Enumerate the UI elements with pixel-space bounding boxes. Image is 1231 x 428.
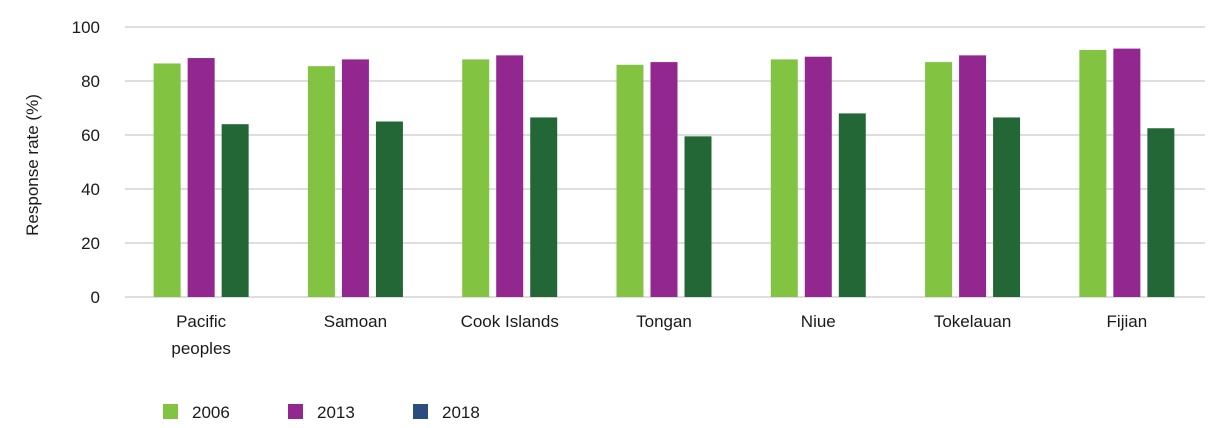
bar-2006-tokelauan (925, 62, 953, 297)
bar-2018-fijian (1147, 128, 1175, 297)
bar-2018-tongan (684, 136, 712, 297)
y-tick-label: 0 (91, 288, 100, 307)
bar-2013-fijian (1113, 48, 1141, 297)
y-tick-label: 60 (81, 126, 100, 145)
y-tick-label: 40 (81, 180, 100, 199)
bar-2006-niue (770, 59, 798, 298)
bar-2013-tokelauan (959, 55, 987, 297)
bar-2006-tongan (616, 64, 644, 297)
legend: 2006 2013 2018 (163, 403, 480, 422)
x-tick-label: Tokelauan (934, 312, 1012, 331)
x-tick-label: peoples (171, 339, 231, 358)
bar-2013-tongan (650, 62, 678, 297)
bar-2018-cook-islands (530, 117, 558, 297)
bar-2013-pacific-peoples (187, 58, 215, 297)
bar-2018-niue (838, 113, 866, 298)
legend-swatch-2018 (413, 404, 428, 419)
x-tick-label: Samoan (324, 312, 387, 331)
legend-label-2013: 2013 (317, 403, 355, 422)
bar-2006-samoan (307, 66, 335, 298)
x-axis-ticks: Pacific peoples Samoan Cook Islands Tongan Ni… (171, 312, 1147, 358)
legend-label-2006: 2006 (192, 403, 230, 422)
legend-swatch-2013 (288, 404, 303, 419)
bar-2018-tokelauan (993, 117, 1021, 297)
bar-2018-samoan (375, 121, 403, 297)
legend-label-2018: 2018 (442, 403, 480, 422)
bar-2013-samoan (341, 59, 369, 298)
y-tick-label: 100 (72, 18, 100, 37)
x-tick-label: Cook Islands (461, 312, 559, 331)
x-tick-label: Tongan (636, 312, 692, 331)
legend-swatch-2006 (163, 404, 178, 419)
x-tick-label: Fijian (1107, 312, 1148, 331)
bar-2006-pacific-peoples (153, 63, 181, 298)
y-tick-label: 80 (81, 72, 100, 91)
bar-2018-pacific-peoples (221, 124, 249, 297)
bar-2006-fijian (1079, 49, 1107, 298)
bar-2013-niue (804, 56, 832, 298)
y-tick-label: 20 (81, 234, 100, 253)
bar-2013-cook-islands (496, 55, 524, 297)
bars (153, 48, 1175, 298)
x-tick-label: Niue (801, 312, 836, 331)
y-axis-label: Response rate (%) (23, 94, 42, 236)
y-axis-ticks: 0 20 40 60 80 100 (72, 18, 100, 307)
x-tick-label: Pacific (176, 312, 227, 331)
bar-2006-cook-islands (462, 59, 490, 298)
